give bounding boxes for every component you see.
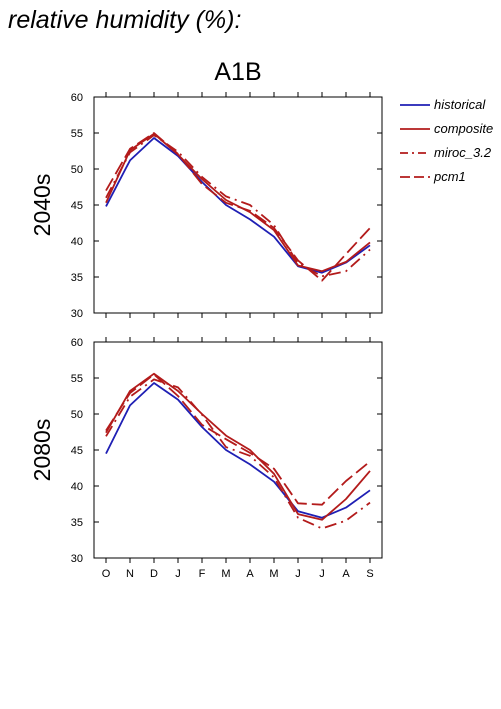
series-line-composite bbox=[105, 132, 371, 273]
plot-2040s: 30 35 40 45 50 55 60 bbox=[71, 92, 383, 320]
legend-label: composite bbox=[434, 121, 493, 136]
y-tick-label: 60 bbox=[71, 92, 83, 104]
y-tick-label: 35 bbox=[71, 272, 83, 284]
y-tick-label: 30 bbox=[71, 308, 83, 320]
legend: historical composite miroc_3.2 pcm1 bbox=[400, 97, 493, 184]
panel-2080s: 2080s 30 35 40 45 50 55 60 O N D J F M A M J J A S bbox=[29, 337, 383, 580]
x-tick-label: J bbox=[319, 568, 325, 580]
row-label-2080s: 2080s bbox=[29, 419, 55, 482]
series-line-pcm1 bbox=[105, 132, 371, 282]
y-tick-label: 30 bbox=[71, 553, 83, 565]
x-tick-label: M bbox=[269, 568, 278, 580]
page-title: relative humidity (%): bbox=[8, 6, 242, 34]
legend-label: historical bbox=[434, 97, 486, 112]
x-tick-label: J bbox=[175, 568, 181, 580]
x-tick-label: N bbox=[126, 568, 134, 580]
y-tick-label: 45 bbox=[71, 445, 83, 457]
x-tick-label: S bbox=[366, 568, 373, 580]
panel-title: A1B bbox=[214, 58, 261, 86]
series-line-composite bbox=[105, 372, 371, 521]
y-tick-label: 50 bbox=[71, 164, 83, 176]
y-tick-label: 40 bbox=[71, 481, 83, 493]
series-line-historical bbox=[105, 137, 371, 274]
panel-2040s: 2040s 30 35 40 45 50 55 60 bbox=[29, 92, 383, 320]
x-tick-label: O bbox=[102, 568, 111, 580]
y-tick-label: 50 bbox=[71, 409, 83, 421]
row-label-2040s: 2040s bbox=[29, 174, 55, 237]
x-tick-label: A bbox=[342, 568, 350, 580]
legend-label: pcm1 bbox=[433, 169, 466, 184]
series-line-pcm1 bbox=[105, 373, 371, 506]
x-tick-label: M bbox=[221, 568, 230, 580]
x-tick-label: F bbox=[199, 568, 206, 580]
y-tick-label: 55 bbox=[71, 373, 83, 385]
y-tick-label: 35 bbox=[71, 517, 83, 529]
x-tick-label: A bbox=[246, 568, 254, 580]
y-tick-label: 40 bbox=[71, 236, 83, 248]
y-tick-label: 60 bbox=[71, 337, 83, 349]
x-tick-label: D bbox=[150, 568, 158, 580]
plot-2080s: 30 35 40 45 50 55 60 O N D J F M A M J J A S bbox=[71, 337, 383, 580]
plot-frame bbox=[93, 341, 383, 559]
legend-label: miroc_3.2 bbox=[434, 145, 492, 160]
y-tick-label: 45 bbox=[71, 200, 83, 212]
y-tick-label: 55 bbox=[71, 128, 83, 140]
series-line-miroc-3-2 bbox=[105, 378, 371, 530]
series-line-miroc-3-2 bbox=[105, 134, 371, 278]
x-tick-label: J bbox=[295, 568, 301, 580]
plot-frame bbox=[93, 96, 383, 314]
